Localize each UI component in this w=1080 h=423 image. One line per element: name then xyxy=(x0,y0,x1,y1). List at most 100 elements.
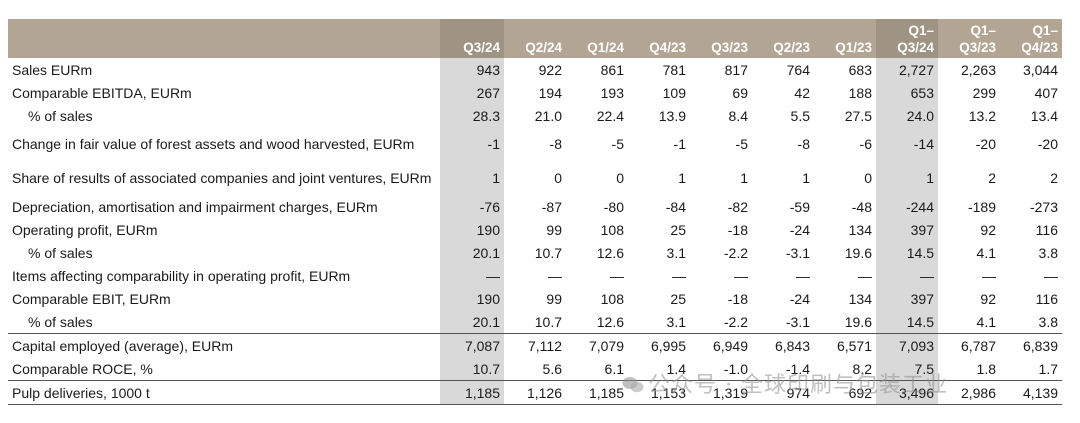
table-cell: -18 xyxy=(727,290,748,307)
table-cell: -244 xyxy=(876,195,938,218)
table-cell: 42 xyxy=(794,84,810,101)
table-cell: -5 xyxy=(735,136,748,152)
table-cell: 943 xyxy=(440,58,504,81)
table-cell: 116 xyxy=(1035,290,1058,307)
table-cell: 20.1 xyxy=(440,310,504,334)
table-cell: 1 xyxy=(678,170,686,186)
table-cell: 2,263 xyxy=(960,61,996,78)
table-row: Capital employed (average), EURm 7,087 7,1… xyxy=(8,333,1062,357)
table-cell: 3.1 xyxy=(666,244,686,261)
table-cell: 6,995 xyxy=(628,333,690,357)
table-cell: 8.4 xyxy=(728,107,748,124)
table-cell: 22.4 xyxy=(596,107,624,124)
table-row: Pulp deliveries, 1000 t 1,185 1,126 1,185 1,… xyxy=(8,380,1062,405)
table-cell: 1,153 xyxy=(628,380,690,405)
table-cell: 6,843 xyxy=(752,333,814,357)
column-header: Q3/24 xyxy=(440,19,504,58)
table-cell: 190 xyxy=(440,287,504,310)
table-cell: 861 xyxy=(600,61,624,78)
table-cell: 13.2 xyxy=(968,107,996,124)
table-cell: -18 xyxy=(727,221,748,238)
table-cell: 194 xyxy=(538,84,562,101)
table-cell: 6,949 xyxy=(690,333,752,357)
table-cell: -76 xyxy=(440,195,504,218)
table-cell: — xyxy=(876,264,938,287)
table-cell: 3,044 xyxy=(1022,61,1058,78)
table-cell: 4.1 xyxy=(976,244,996,261)
row-label: Change in fair value of forest assets an… xyxy=(12,135,415,152)
table-row: % of sales 20.1 10.7 12.6 3.1 -2.2 -3.1 19.6 14.… xyxy=(8,241,1062,264)
table-cell: 10.7 xyxy=(440,357,504,381)
table-cell: -2.2 xyxy=(723,313,748,330)
header-row: Q3/24 Q2/24 Q1/24 Q4/23 Q3/23 Q2/23 Q1/23 Q1– Q… xyxy=(8,19,1062,58)
table-cell: 27.5 xyxy=(844,107,872,124)
row-label: Comparable EBIT, EURm xyxy=(12,290,171,307)
table-cell: 397 xyxy=(876,218,938,241)
table-cell: 7,079 xyxy=(566,333,628,357)
table-cell: 653 xyxy=(876,81,938,104)
header-label-cell xyxy=(8,19,440,58)
table-cell: — xyxy=(1044,267,1058,284)
table-cell: 299 xyxy=(972,84,996,101)
table-cell: 5.6 xyxy=(542,360,562,377)
table-cell: 1 xyxy=(440,161,504,195)
table-cell: 1.7 xyxy=(1038,360,1058,377)
table-cell: -3.1 xyxy=(785,313,810,330)
table-cell: -20 xyxy=(975,136,996,152)
table-cell: 8.2 xyxy=(852,360,872,377)
table-cell: 13.9 xyxy=(658,107,686,124)
table-cell: 14.5 xyxy=(876,241,938,264)
table-body: Sales EURm 943 922 861 781 817 764 683 2,727 2,26… xyxy=(8,58,1062,405)
table-cell: 2,986 xyxy=(938,380,1000,405)
table-cell: 109 xyxy=(662,84,686,101)
table-cell: 4.1 xyxy=(976,313,996,330)
table-cell: 1 xyxy=(740,170,748,186)
table-cell: — xyxy=(734,267,748,284)
column-header: Q1– Q3/24 xyxy=(876,19,938,58)
table-cell: 683 xyxy=(848,61,872,78)
table-cell: 1 xyxy=(876,161,938,195)
table-cell: -84 xyxy=(665,198,686,215)
table-cell: 1 xyxy=(802,170,810,186)
table-cell: 817 xyxy=(724,61,748,78)
table-cell: -80 xyxy=(603,198,624,215)
row-label: Pulp deliveries, 1000 t xyxy=(8,380,440,405)
table-cell: 10.7 xyxy=(534,313,562,330)
table-cell: 2,727 xyxy=(876,58,938,81)
financial-table: Q3/24 Q2/24 Q1/24 Q4/23 Q3/23 Q2/23 Q1/23 Q1– Q… xyxy=(8,19,1062,405)
table-cell: — xyxy=(548,267,562,284)
column-header: Q1– Q3/23 xyxy=(938,19,1000,58)
table-cell: 193 xyxy=(600,84,624,101)
table-cell: — xyxy=(982,267,996,284)
table-cell: -8 xyxy=(549,136,562,152)
table-cell: 397 xyxy=(876,287,938,310)
table-cell: 974 xyxy=(752,380,814,405)
table-cell: 134 xyxy=(848,221,872,238)
table-cell: 14.5 xyxy=(876,310,938,334)
table-row: Sales EURm 943 922 861 781 817 764 683 2,727 2,26… xyxy=(8,58,1062,81)
row-label: Capital employed (average), EURm xyxy=(8,333,440,357)
table-cell: -6 xyxy=(859,136,872,152)
table-cell: 1.8 xyxy=(976,360,996,377)
table-cell: 134 xyxy=(848,290,872,307)
table-row: % of sales 20.1 10.7 12.6 3.1 -2.2 -3.1 19.6 14.… xyxy=(8,310,1062,334)
table-row: Comparable EBITDA, EURm 267 194 193 109 69 42 1… xyxy=(8,81,1062,104)
table-cell: 3.8 xyxy=(1038,313,1058,330)
row-label: Depreciation, amortisation and impairmen… xyxy=(12,198,378,215)
table-cell: -3.1 xyxy=(785,244,810,261)
table-cell: 692 xyxy=(814,380,876,405)
column-header: Q4/23 xyxy=(628,19,690,58)
table-cell: -24 xyxy=(789,290,810,307)
table-cell: — xyxy=(440,264,504,287)
table-cell: 3.8 xyxy=(1038,244,1058,261)
table-row: Comparable ROCE, % 10.7 5.6 6.1 1.4 -1.0 -1.4 8… xyxy=(8,357,1062,381)
table-cell: 0 xyxy=(616,170,624,186)
table-cell: 781 xyxy=(662,61,686,78)
table-cell: 3,496 xyxy=(876,380,938,405)
table-cell: 13.4 xyxy=(1030,107,1058,124)
table-row: Operating profit, EURm 190 99 108 25 -18 -24 13… xyxy=(8,218,1062,241)
table-cell: -14 xyxy=(876,127,938,161)
row-label: Comparable EBITDA, EURm xyxy=(12,84,192,101)
table-cell: -1 xyxy=(440,127,504,161)
table-cell: 7.5 xyxy=(876,357,938,381)
